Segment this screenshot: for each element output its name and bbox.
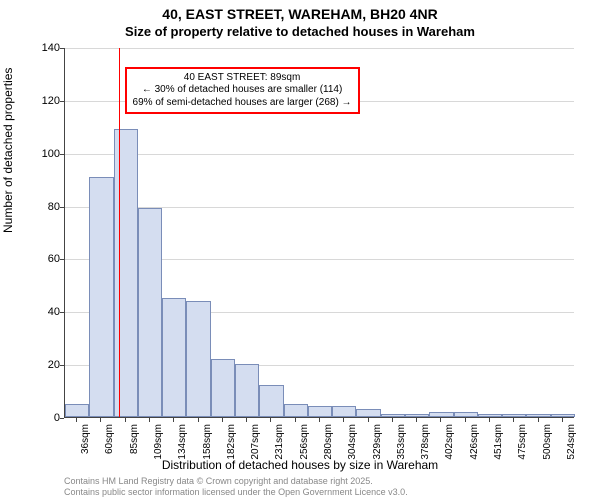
bar xyxy=(526,414,550,417)
y-tick-label: 120 xyxy=(30,95,60,107)
y-tick-label: 100 xyxy=(30,148,60,160)
x-tick-mark xyxy=(416,418,417,422)
bar xyxy=(405,414,429,417)
annotation-line3: 69% of semi-detached houses are larger (… xyxy=(133,97,352,110)
chart-subtitle: Size of property relative to detached ho… xyxy=(0,24,600,39)
bar xyxy=(186,301,210,417)
bar xyxy=(211,359,235,417)
x-tick-mark xyxy=(270,418,271,422)
bar xyxy=(551,414,575,417)
x-tick-mark xyxy=(368,418,369,422)
bar xyxy=(429,412,453,417)
x-tick-mark xyxy=(222,418,223,422)
bar xyxy=(332,406,356,417)
copyright-line1: Contains HM Land Registry data © Crown c… xyxy=(64,476,373,486)
chart-title: 40, EAST STREET, WAREHAM, BH20 4NR xyxy=(0,6,600,22)
y-tick-label: 20 xyxy=(30,359,60,371)
bar xyxy=(478,414,502,417)
x-tick-mark xyxy=(562,418,563,422)
annotation-box: 40 EAST STREET: 89sqm ← 30% of detached … xyxy=(125,67,360,115)
chart-container: 40, EAST STREET, WAREHAM, BH20 4NR Size … xyxy=(0,0,600,500)
x-tick-mark xyxy=(76,418,77,422)
bar xyxy=(356,409,380,417)
y-tick-label: 80 xyxy=(30,201,60,213)
x-tick-mark xyxy=(246,418,247,422)
plot-area: 40 EAST STREET: 89sqm ← 30% of detached … xyxy=(64,48,574,418)
y-tick-mark xyxy=(60,418,64,419)
y-tick-label: 60 xyxy=(30,253,60,265)
bar xyxy=(454,412,478,417)
x-tick-mark xyxy=(149,418,150,422)
bar xyxy=(235,364,259,417)
x-tick-mark xyxy=(319,418,320,422)
bar xyxy=(65,404,89,417)
bar xyxy=(114,129,138,417)
x-tick-mark xyxy=(198,418,199,422)
x-tick-mark xyxy=(465,418,466,422)
reference-line xyxy=(119,48,120,417)
y-axis-label: Number of detached properties xyxy=(1,68,15,233)
bar xyxy=(162,298,186,417)
annotation-line1: 40 EAST STREET: 89sqm xyxy=(133,72,352,85)
x-tick-mark xyxy=(513,418,514,422)
y-tick-label: 140 xyxy=(30,42,60,54)
x-tick-mark xyxy=(343,418,344,422)
bar xyxy=(138,208,162,417)
x-tick-mark xyxy=(392,418,393,422)
bar xyxy=(308,406,332,417)
bar xyxy=(502,414,526,417)
bar xyxy=(89,177,113,418)
bar xyxy=(259,385,283,417)
x-axis-label: Distribution of detached houses by size … xyxy=(0,458,600,472)
x-tick-mark xyxy=(125,418,126,422)
x-tick-mark xyxy=(440,418,441,422)
y-tick-label: 0 xyxy=(30,412,60,424)
x-tick-mark xyxy=(538,418,539,422)
x-tick-mark xyxy=(173,418,174,422)
annotation-line2: ← 30% of detached houses are smaller (11… xyxy=(133,84,352,97)
copyright-line2: Contains public sector information licen… xyxy=(64,487,408,497)
bar xyxy=(284,404,308,417)
x-tick-mark xyxy=(489,418,490,422)
bar xyxy=(381,414,405,417)
y-tick-label: 40 xyxy=(30,306,60,318)
x-tick-mark xyxy=(295,418,296,422)
gridline xyxy=(65,154,574,155)
x-tick-mark xyxy=(100,418,101,422)
gridline xyxy=(65,48,574,49)
